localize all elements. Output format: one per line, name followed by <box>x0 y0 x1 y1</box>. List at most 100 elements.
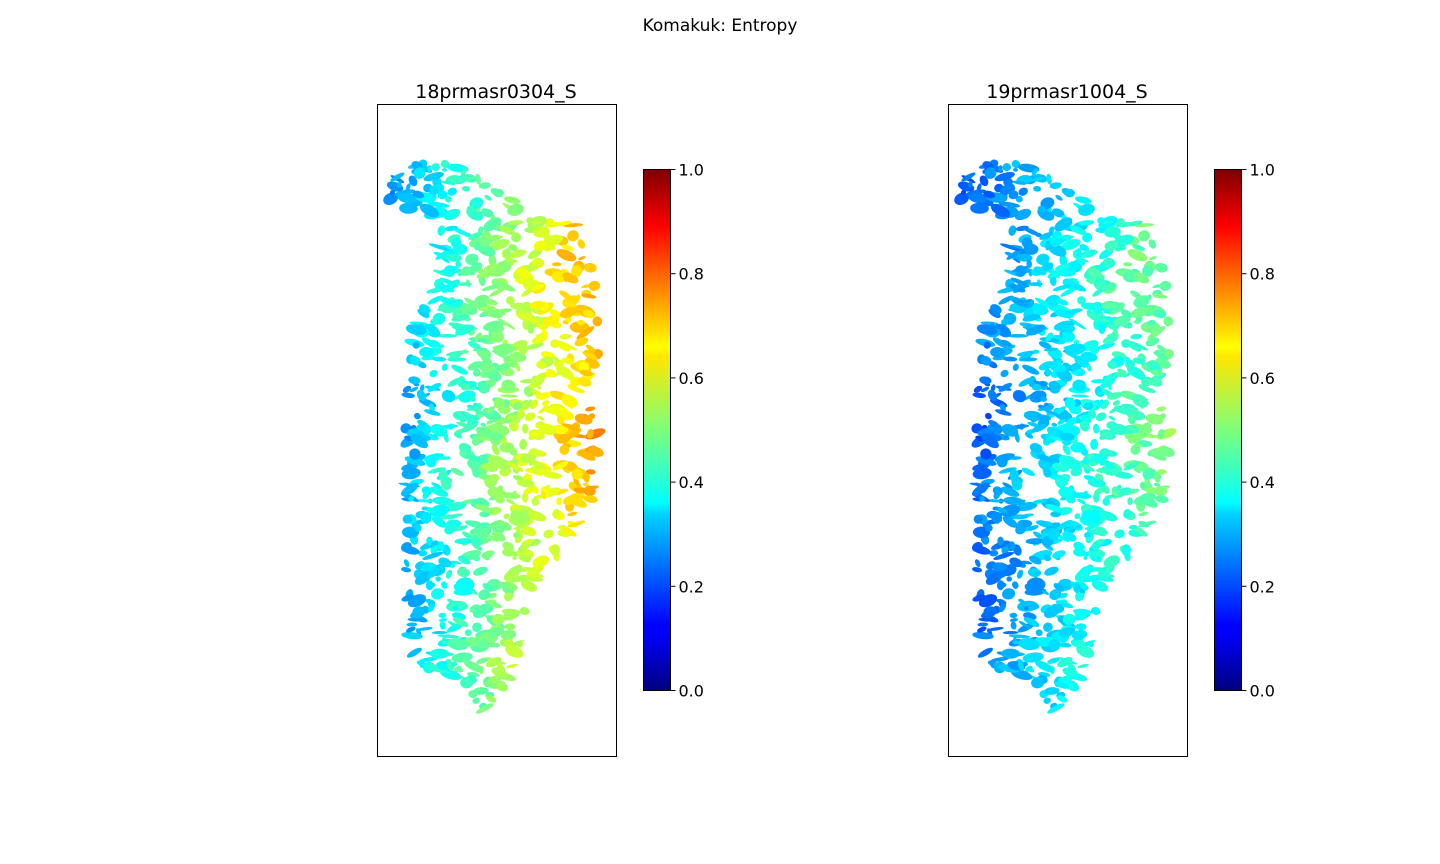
panel-2-cell <box>1123 262 1133 267</box>
panel-2-cell <box>1094 473 1100 480</box>
panel-1-cell <box>401 631 423 640</box>
panel-1-cell <box>462 185 471 192</box>
panel-2-cell <box>1008 456 1022 460</box>
panel-1-cell <box>429 185 439 196</box>
panel-2-cell <box>1099 378 1116 389</box>
panel-2-cell <box>983 190 996 199</box>
panel-2-cell <box>998 165 1003 172</box>
panel-2-cell <box>1088 409 1096 419</box>
panel-1-colorbar-tick-label: 0.4 <box>679 473 704 492</box>
panel-2-cell <box>1060 642 1072 648</box>
panel-1-cell <box>470 589 479 596</box>
panel-2-cell <box>1130 306 1148 319</box>
panel-2-cell <box>1090 454 1107 463</box>
panel-1-cell <box>490 330 504 343</box>
panel-1-cell <box>533 494 544 499</box>
panel-2-cell <box>1076 498 1086 505</box>
panel-1-cell <box>402 514 412 524</box>
panel-2-cell <box>1020 357 1038 362</box>
panel-1-cell <box>483 681 499 689</box>
panel-1-cell <box>435 249 452 260</box>
panel-2-cell <box>1065 325 1076 333</box>
panel-2-cell <box>1102 257 1116 269</box>
panel-1-cell <box>425 455 437 468</box>
panel-1-cell <box>494 325 505 333</box>
panel-2-cell <box>1108 415 1116 421</box>
panel-2-cell <box>1056 695 1068 703</box>
panel-1-cell <box>562 467 570 474</box>
panel-1-cell <box>469 396 476 402</box>
panel-2-cell <box>1073 583 1081 593</box>
panel-2-cell <box>1049 589 1062 601</box>
panel-2-cell <box>972 467 992 480</box>
panel-2-cell <box>1026 259 1033 269</box>
panel-2-cell <box>998 382 1013 392</box>
panel-2-cell <box>987 499 1003 503</box>
panel-2-cell <box>1100 449 1118 457</box>
panel-2-cell <box>973 514 983 524</box>
panel-2-cell <box>1090 438 1099 450</box>
panel-2-cell <box>1030 176 1047 182</box>
panel-1-cell <box>445 569 453 579</box>
panel-2-cell <box>1130 290 1143 300</box>
panel-2-cell <box>1031 423 1048 433</box>
panel-1-cell <box>429 369 438 378</box>
panel-1-cell <box>438 469 448 482</box>
panel-2-cell <box>1148 377 1163 387</box>
panel-1-cell <box>472 697 480 704</box>
panel-1-cell <box>478 603 494 614</box>
panel-2-cell <box>1035 629 1043 637</box>
panel-1-cell <box>413 412 421 420</box>
panel-2-cell <box>1001 424 1019 437</box>
panel-2-cell <box>996 580 1005 591</box>
panel-2-cell <box>1046 173 1052 185</box>
panel-1-cell <box>556 341 571 352</box>
panel-1-cell <box>425 580 434 591</box>
panel-1-cell <box>552 461 569 471</box>
panel-1-cell <box>470 386 477 391</box>
panel-1-colorbar-gradient <box>643 169 671 691</box>
panel-2-cell <box>1047 406 1067 419</box>
panel-1-cell <box>472 408 489 417</box>
panel-1-cell <box>559 306 577 319</box>
panel-1-cell <box>401 392 415 399</box>
panel-1-cell <box>472 554 481 562</box>
panel-2-cell <box>1054 477 1069 487</box>
panel-1-cell <box>460 423 477 433</box>
panel-1-cell <box>567 520 586 528</box>
panel-2-cell <box>972 631 994 640</box>
panel-2-cell <box>1037 405 1055 411</box>
panel-1-cell <box>460 677 474 689</box>
panel-1-cell <box>383 192 398 206</box>
panel-1-cell <box>500 629 517 640</box>
panel-1-cell <box>516 478 535 488</box>
panel-1-cell <box>438 557 452 568</box>
panel-2-cell <box>1023 227 1041 237</box>
panel-2-cell <box>1065 343 1086 356</box>
panel-1-cell <box>517 409 525 419</box>
panel-1-cell <box>429 504 450 517</box>
panel-1-cell <box>519 438 528 450</box>
panel-2-cell <box>1018 377 1034 387</box>
panel-1-cell <box>403 559 410 568</box>
panel-2-cell <box>1148 239 1157 249</box>
panel-1-cell <box>585 344 596 353</box>
panel-1-cell <box>446 660 454 672</box>
panel-2-cell <box>984 412 992 420</box>
panel-2-cell <box>1107 360 1117 370</box>
panel-2-cell <box>1074 513 1081 520</box>
panel-2-cell <box>1062 613 1076 625</box>
panel-2-cell <box>1052 208 1065 218</box>
panel-1-cell <box>401 545 420 555</box>
panel-2-cell <box>1016 501 1038 512</box>
panel-1-cell <box>591 362 601 369</box>
panel-1-cell <box>567 511 578 517</box>
panel-2-colorbar-tick-label: 1.0 <box>1250 161 1275 180</box>
panel-2-cell <box>1153 309 1166 319</box>
panel-1-cell <box>524 412 536 422</box>
panel-2-cell <box>1030 417 1037 423</box>
panel-1-cell <box>422 551 444 560</box>
panel-1-cell <box>416 499 432 503</box>
panel-1-cell <box>530 432 540 437</box>
panel-1-cell <box>442 299 460 304</box>
